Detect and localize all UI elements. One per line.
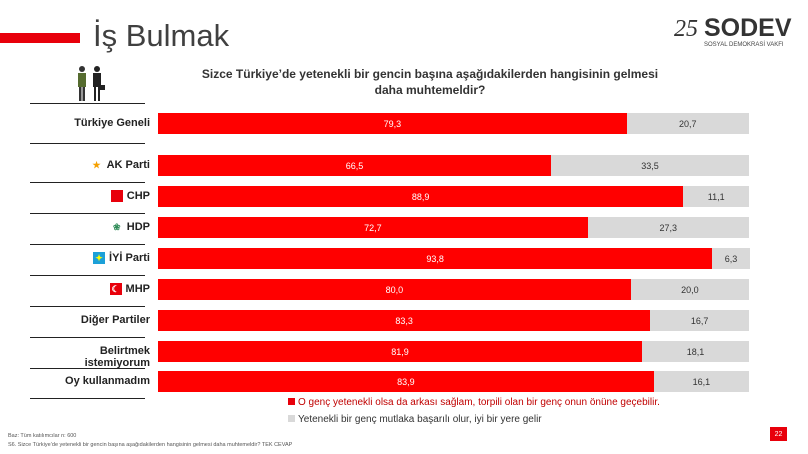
legend-swatch (288, 415, 295, 422)
sodev-logo: 25 SODEV SOSYAL DEMOKRASİ VAKFI (674, 14, 792, 48)
bar-segment-torpil: 83,3 (158, 310, 651, 331)
category-text: CHP (126, 190, 150, 202)
bar-segment-basarili: 20,7 (626, 113, 749, 134)
page-number: 22 (770, 427, 787, 441)
data-label: 11,1 (707, 191, 725, 202)
legend-swatch (288, 398, 295, 405)
legend-item-red: O genç yetenekli olsa da arkası sağlam, … (288, 397, 660, 408)
bar-segment-torpil: 93,8 (158, 248, 713, 269)
row-divider (30, 337, 145, 338)
legend-item-gray: Yetenekli bir genç mutlaka başarılı olur… (288, 414, 660, 425)
question-note: S6. Sizce Türkiye’de yetenekli bir genci… (8, 442, 293, 448)
bar-segment-torpil: 88,9 (158, 186, 684, 207)
category-label: ✦ İYİ Parti (40, 252, 150, 265)
data-label: 66,5 (345, 160, 364, 171)
party-logo-icon: ✦ (93, 252, 106, 265)
bar-segment-torpil: 83,9 (158, 371, 654, 392)
category-text: MHP (125, 283, 150, 295)
row-divider (30, 275, 145, 276)
category-text: HDP (126, 221, 150, 233)
data-label: 16,7 (690, 315, 709, 326)
category-text: Oy kullanmadım (65, 375, 150, 387)
row-divider (30, 213, 145, 214)
data-label: 80,0 (385, 284, 404, 295)
row-divider (30, 306, 145, 307)
bar-segment-basarili: 18,1 (642, 341, 749, 362)
business-people-icon (78, 66, 105, 101)
data-label: 79,3 (383, 118, 402, 129)
category-label: Türkiye Geneli (40, 117, 150, 129)
data-label: 83,3 (395, 315, 413, 326)
bar-segment-basarili: 11,1 (683, 186, 749, 207)
category-text: İYİ Parti (109, 252, 150, 264)
bar-segment-basarili: 33,5 (551, 155, 749, 176)
party-logo-icon (110, 190, 123, 203)
row-divider (30, 182, 145, 183)
row-divider (30, 398, 145, 399)
page-title: İş Bulmak (93, 18, 230, 53)
data-label: 93,8 (426, 253, 444, 264)
data-label: 18,1 (686, 346, 705, 357)
legend: O genç yetenekli olsa da arkası sağlam, … (288, 397, 660, 431)
row-divider (30, 244, 145, 245)
row-divider (30, 368, 145, 369)
data-label: 20,7 (679, 118, 697, 129)
row-divider (30, 143, 145, 144)
party-logo-icon: ★ (90, 159, 103, 172)
category-label: ☾ MHP (40, 283, 150, 296)
bar-segment-torpil: 81,9 (158, 341, 643, 362)
category-label: Diğer Partiler (40, 314, 150, 326)
data-label: 6,3 (724, 253, 738, 264)
chart-title: Sizce Türkiye’de yetenekli bir gencin ba… (201, 67, 659, 97)
data-label: 16,1 (692, 376, 711, 387)
footnote: Baz: Tüm katılımcılar n: 600 S6. Sizce T… (8, 432, 292, 450)
data-label: 27,3 (659, 222, 678, 233)
bar-segment-torpil: 66,5 (158, 155, 551, 176)
category-text: Türkiye Geneli (74, 117, 150, 129)
data-label: 72,7 (364, 222, 382, 233)
bar-segment-basarili: 16,1 (653, 371, 749, 392)
category-label: CHP (40, 190, 150, 203)
category-text: Belirtmek istemiyorum (84, 345, 150, 369)
party-logo-icon: ☾ (109, 283, 122, 296)
category-text: Diğer Partiler (80, 314, 150, 326)
row-divider (30, 103, 145, 104)
bar-segment-torpil: 79,3 (158, 113, 627, 134)
bar-segment-torpil: 80,0 (158, 279, 631, 300)
category-label: ❀ HDP (40, 221, 150, 234)
bar-segment-basarili: 27,3 (587, 217, 749, 238)
category-label: Belirtmek istemiyorum (40, 345, 150, 369)
party-logo-icon: ❀ (110, 221, 123, 234)
data-label: 81,9 (391, 346, 409, 357)
bar-segment-basarili: 20,0 (630, 279, 749, 300)
data-label: 83,9 (397, 376, 415, 387)
bar-segment-torpil: 72,7 (158, 217, 588, 238)
data-label: 88,9 (411, 191, 430, 202)
title-accent-bar (0, 33, 80, 43)
data-label: 20,0 (681, 284, 699, 295)
base-note: Baz: Tüm katılımcılar n: 600 (8, 433, 77, 439)
category-text: AK Parti (106, 159, 150, 171)
category-label: ★ AK Parti (40, 159, 150, 172)
bar-segment-basarili: 16,7 (650, 310, 749, 331)
bar-segment-basarili: 6,3 (712, 248, 750, 269)
data-label: 33,5 (641, 160, 659, 171)
category-label: Oy kullanmadım (40, 375, 150, 387)
